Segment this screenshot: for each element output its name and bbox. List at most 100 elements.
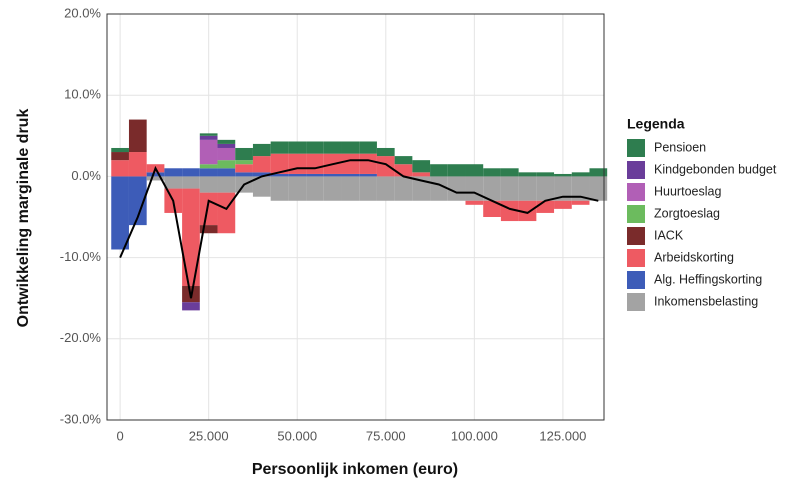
bar-segment: [128, 176, 147, 226]
bar-segment: [536, 176, 555, 201]
bar-segment: [270, 141, 289, 154]
bar-segment: [341, 153, 360, 174]
net-line: [119, 159, 599, 299]
x-tick-label: 50.000: [277, 428, 317, 443]
bar-segment: [217, 147, 236, 161]
bar-segment: [235, 164, 253, 173]
legend-swatch: [627, 161, 645, 179]
bar-segment: [323, 141, 342, 154]
legend-label: Huurtoeslag: [654, 184, 721, 198]
bar-segment: [306, 176, 324, 201]
bar-segment: [252, 176, 271, 197]
bar-segment: [412, 172, 431, 177]
bar-segment: [359, 173, 377, 177]
y-tick-label: -20.0%: [60, 330, 102, 345]
bar-segment: [199, 164, 218, 169]
bar-segment: [111, 160, 129, 177]
legend-label: Kindgebonden budget: [654, 162, 777, 176]
bar-segment: [394, 164, 413, 177]
bar-segment: [111, 176, 129, 250]
bar-segment: [394, 156, 413, 165]
legend-label: Inkomensbelasting: [654, 294, 758, 308]
bar-segment: [111, 152, 129, 161]
bar-segment: [500, 176, 519, 201]
bar-segment: [359, 141, 377, 154]
bar-segment: [323, 173, 342, 177]
bar-segment: [376, 147, 395, 157]
bar-segment: [199, 133, 218, 136]
bar-segment: [465, 164, 484, 177]
bar-segment: [589, 176, 608, 201]
legend-swatch: [627, 249, 645, 267]
bar-segment: [359, 176, 377, 201]
y-axis-title: Ontwikkeling marginale druk: [15, 109, 32, 328]
bar-segment: [518, 176, 537, 201]
bar-segment: [128, 119, 147, 153]
bar-segment: [571, 200, 590, 205]
bar-segment: [217, 168, 236, 177]
y-tick-label: 10.0%: [64, 87, 101, 102]
legend-swatch: [627, 227, 645, 245]
x-tick-label: 25.000: [189, 428, 229, 443]
legend-swatch: [627, 183, 645, 201]
bar-segment: [199, 135, 218, 140]
bar-segment: [341, 173, 360, 177]
bar-segment: [182, 188, 200, 287]
bar-segment: [182, 176, 200, 189]
bar-segment: [288, 173, 307, 177]
legend-swatch: [627, 139, 645, 157]
bar-segment: [146, 172, 165, 177]
x-tick-label: 100.000: [451, 428, 498, 443]
bar-segment: [306, 141, 324, 154]
bar-segment: [199, 168, 218, 177]
bar-segment: [252, 143, 271, 157]
bar-segment: [235, 147, 253, 161]
bar-segment: [217, 160, 236, 169]
bar-segment: [376, 156, 395, 177]
bar-segment: [483, 168, 501, 177]
bar-segment: [164, 168, 183, 177]
bar-segment: [394, 176, 413, 201]
bar-segment: [447, 164, 466, 177]
x-tick-label: 0: [116, 428, 123, 443]
bar-segment: [306, 173, 324, 177]
bar-segment: [536, 200, 555, 213]
bar-segment: [571, 176, 590, 201]
legend-label: Zorgtoeslag: [654, 206, 720, 220]
bar-segment: [518, 200, 537, 222]
bar-segment: [217, 139, 236, 144]
bar-segment: [199, 192, 218, 226]
bar-segment: [164, 176, 183, 189]
y-tick-label: -10.0%: [60, 249, 102, 264]
legend-swatch: [627, 293, 645, 311]
legend-title: Legenda: [627, 116, 685, 132]
bar-segment: [341, 176, 360, 201]
legend-label: Arbeidskorting: [654, 250, 734, 264]
x-tick-label: 125.000: [539, 428, 586, 443]
bar-segment: [252, 172, 271, 177]
bar-segment: [465, 176, 484, 201]
bar-segment: [412, 160, 431, 173]
bar-segment: [465, 200, 484, 205]
bar-segment: [571, 172, 590, 177]
bar-segment: [270, 153, 289, 174]
bar-segment: [288, 176, 307, 201]
bar-segment: [235, 172, 253, 177]
bar-segment: [554, 173, 572, 177]
bar-segment: [235, 160, 253, 165]
bar-segment: [146, 176, 165, 181]
bar-segment: [554, 200, 572, 209]
bar-segment: [199, 139, 218, 165]
bar-segment: [323, 176, 342, 201]
legend-swatch: [627, 205, 645, 223]
x-tick-label: 75.000: [366, 428, 406, 443]
bar-segment: [447, 176, 466, 201]
bar-segment: [430, 176, 448, 201]
x-axis-title: Persoonlijk inkomen (euro): [252, 461, 458, 478]
bar-segment: [128, 152, 147, 177]
bar-segment: [341, 141, 360, 154]
y-tick-label: 20.0%: [64, 5, 101, 20]
bar-segment: [589, 168, 608, 177]
bar-segment: [217, 143, 236, 148]
bar-segment: [483, 200, 501, 217]
